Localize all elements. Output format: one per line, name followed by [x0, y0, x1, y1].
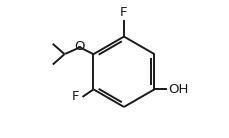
Text: F: F — [120, 6, 127, 19]
Text: F: F — [72, 90, 79, 104]
Text: O: O — [74, 40, 85, 53]
Text: OH: OH — [168, 83, 188, 96]
